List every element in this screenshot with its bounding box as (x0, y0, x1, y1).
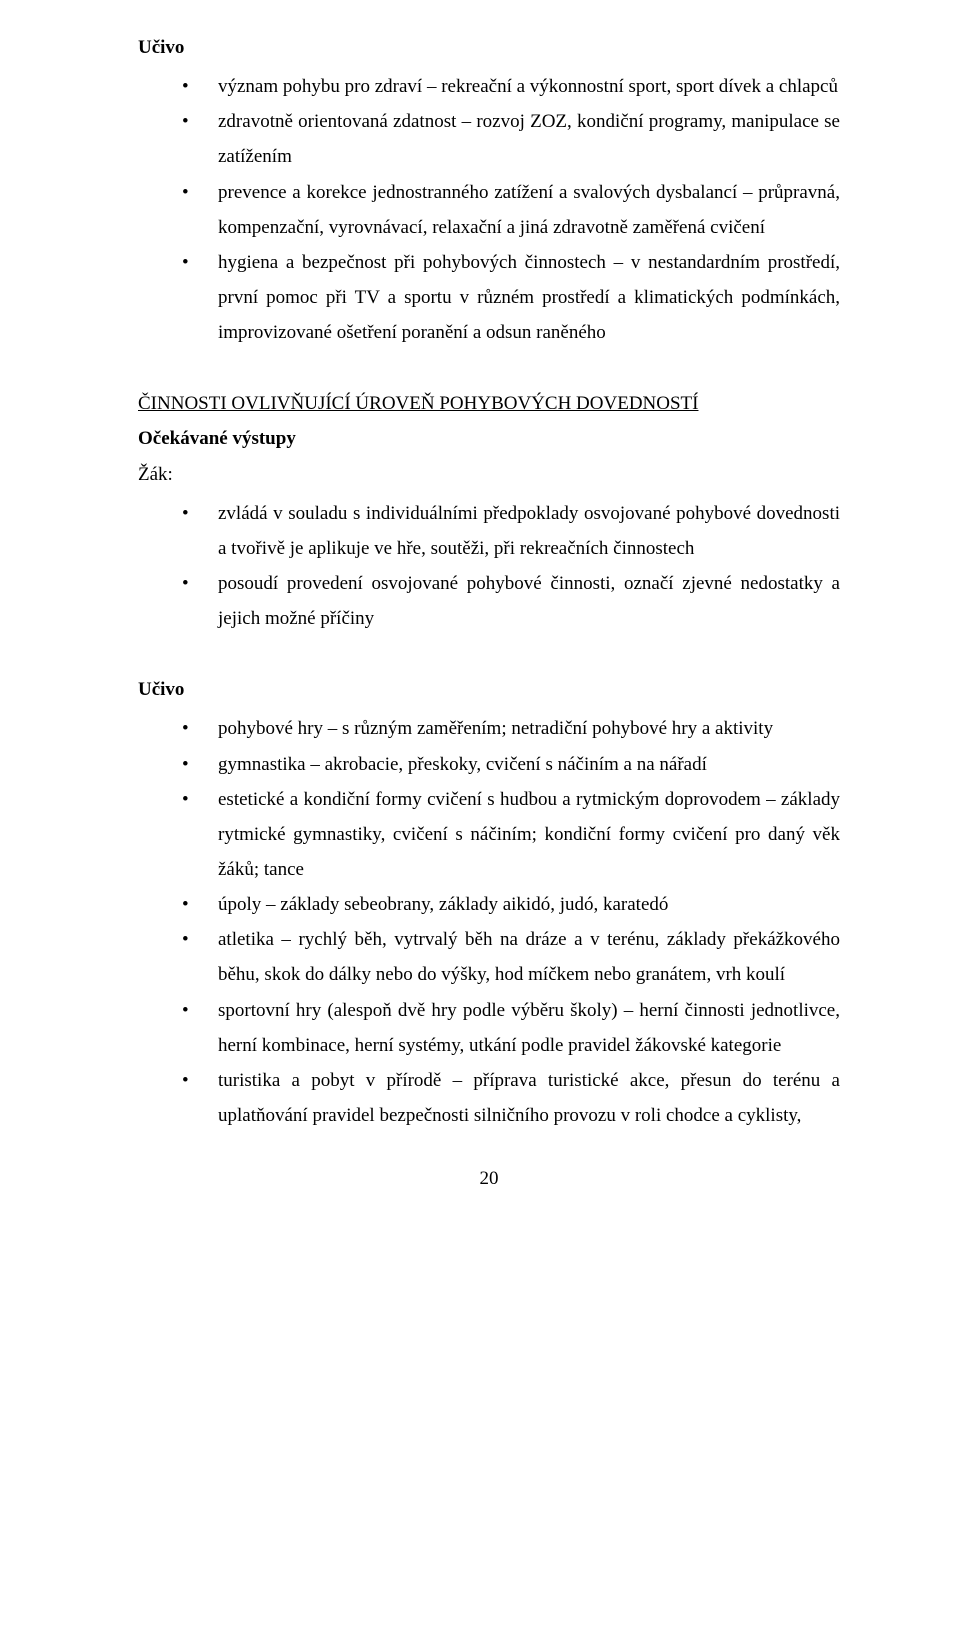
section-title-cinnosti: ČINNOSTI OVLIVŇUJÍCÍ ÚROVEŇ POHYBOVÝCH D… (138, 386, 840, 421)
list-item: úpoly – základy sebeobrany, základy aiki… (182, 887, 840, 922)
subheading-ocekavane: Očekávané výstupy (138, 421, 840, 456)
document-page: Učivo význam pohybu pro zdraví – rekreač… (0, 0, 960, 1630)
heading-ucivo-2: Učivo (138, 672, 840, 707)
list-ucivo-1: význam pohybu pro zdraví – rekreační a v… (138, 69, 840, 350)
list-vystupy: zvládá v souladu s individuálními předpo… (138, 496, 840, 637)
list-item: význam pohybu pro zdraví – rekreační a v… (182, 69, 840, 104)
list-item: sportovní hry (alespoň dvě hry podle výb… (182, 993, 840, 1063)
list-item: posoudí provedení osvojované pohybové či… (182, 566, 840, 636)
list-item: zvládá v souladu s individuálními předpo… (182, 496, 840, 566)
list-ucivo-2: pohybové hry – s různým zaměřením; netra… (138, 711, 840, 1133)
list-item: gymnastika – akrobacie, přeskoky, cvičen… (182, 747, 840, 782)
list-item: hygiena a bezpečnost při pohybových činn… (182, 245, 840, 350)
heading-ucivo-1: Učivo (138, 30, 840, 65)
list-item: zdravotně orientovaná zdatnost – rozvoj … (182, 104, 840, 174)
subheading-zak: Žák: (138, 457, 840, 492)
list-item: prevence a korekce jednostranného zatíže… (182, 175, 840, 245)
list-item: pohybové hry – s různým zaměřením; netra… (182, 711, 840, 746)
list-item: atletika – rychlý běh, vytrvalý běh na d… (182, 922, 840, 992)
page-number: 20 (138, 1161, 840, 1196)
list-item: estetické a kondiční formy cvičení s hud… (182, 782, 840, 887)
list-item: turistika a pobyt v přírodě – příprava t… (182, 1063, 840, 1133)
